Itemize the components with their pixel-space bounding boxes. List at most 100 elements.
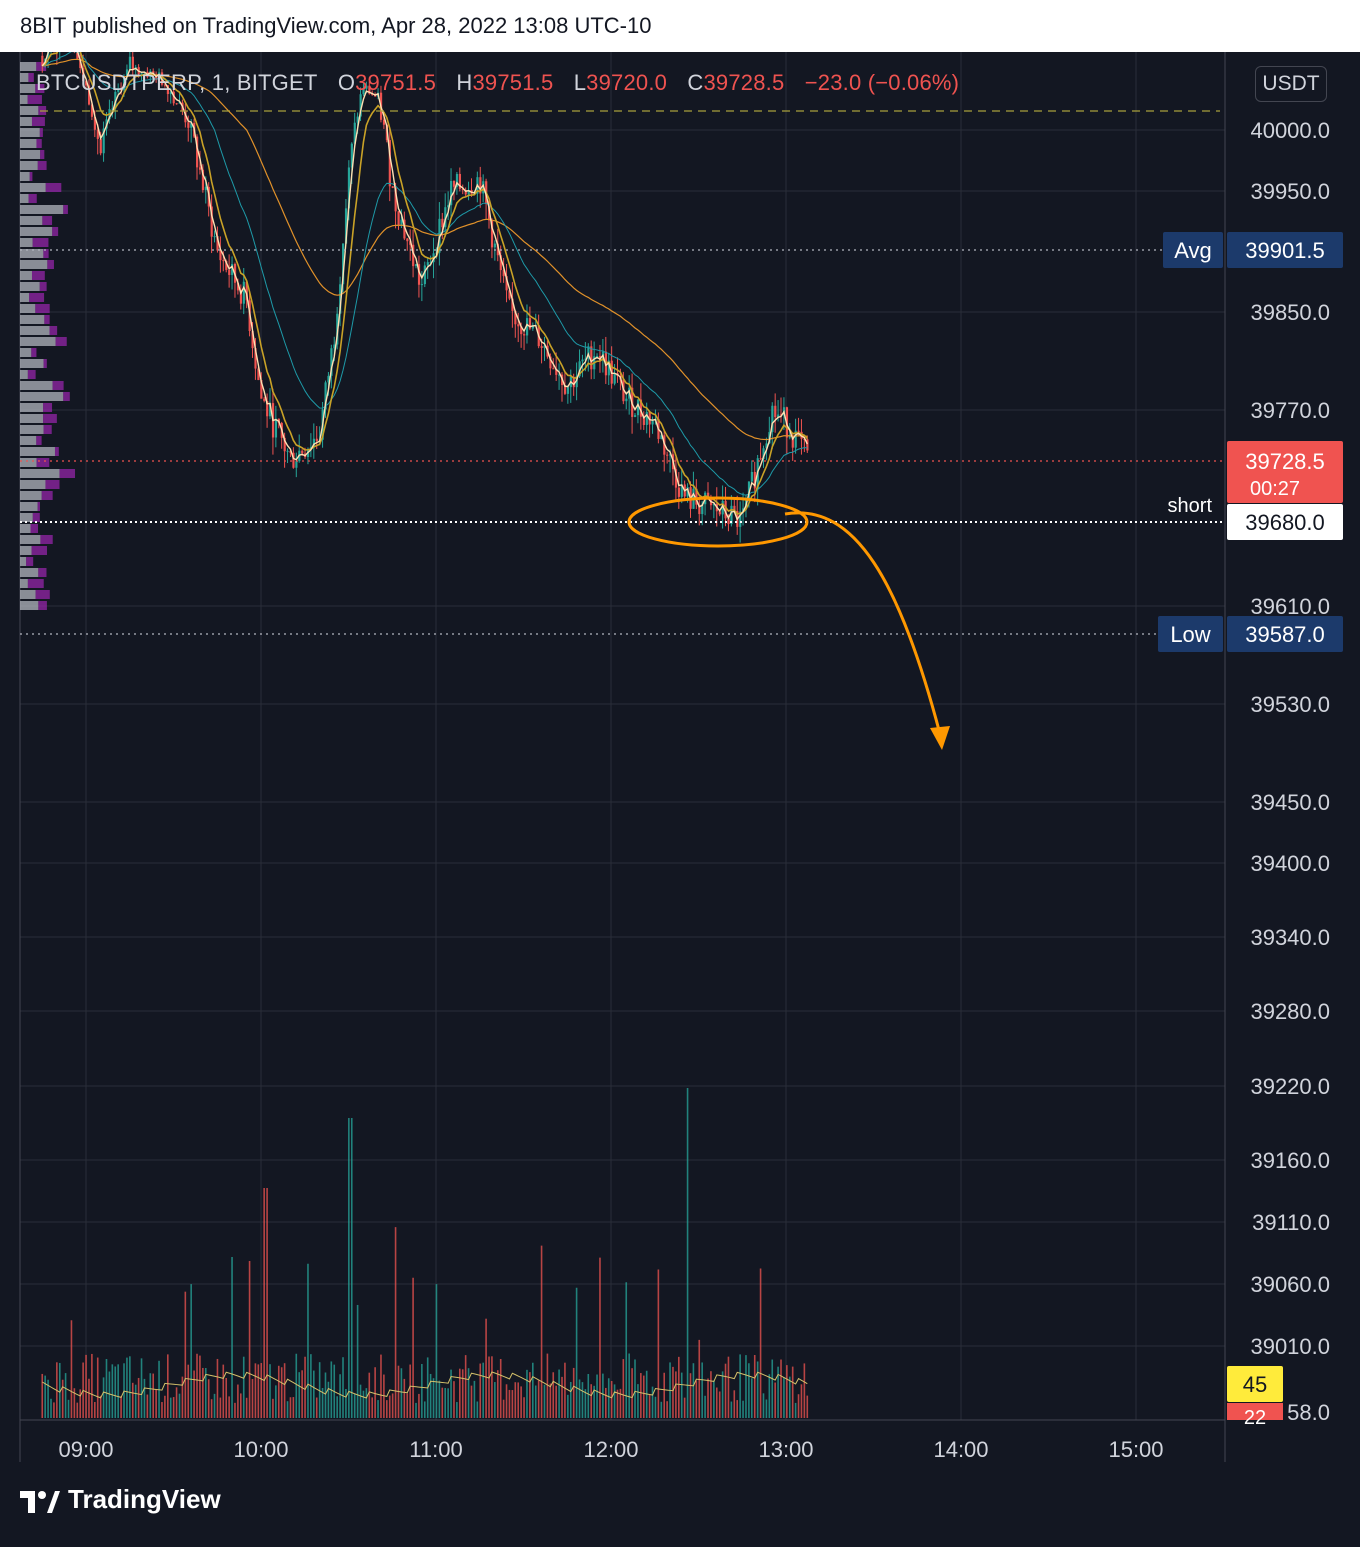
candle-body — [765, 443, 768, 449]
volume-profile-bar — [38, 601, 47, 610]
candle-body — [572, 376, 575, 388]
candle-body — [47, 52, 50, 59]
candle-body — [651, 420, 654, 425]
candle-body — [625, 398, 628, 402]
candle-body — [114, 91, 117, 109]
volume-axis-label: 58.0 — [1287, 1400, 1330, 1425]
volume-profile-bar — [20, 106, 39, 115]
volume-ma-line — [41, 1371, 808, 1399]
volume-profile-bar — [20, 238, 33, 247]
candle-body — [245, 281, 248, 301]
candle-body — [342, 243, 345, 285]
volume-profile-bar — [32, 513, 40, 522]
candle-body — [566, 387, 570, 394]
legend-low-value: 39720.0 — [586, 70, 668, 95]
price-axis-label: 39160.0 — [1250, 1148, 1330, 1173]
avg-value-tag: 39901.5 — [1245, 238, 1325, 263]
candle-body — [452, 180, 456, 187]
volume-profile-bar — [20, 139, 37, 148]
candle-body — [213, 236, 216, 238]
candle-body — [172, 91, 175, 104]
volume-profile-bar — [20, 282, 40, 291]
time-axis-label: 15:00 — [1108, 1437, 1163, 1462]
volume-profile-bar — [42, 216, 53, 225]
currency-button[interactable]: USDT — [1255, 66, 1327, 102]
candle-body — [584, 358, 587, 360]
price-axis-label: 39060.0 — [1250, 1272, 1330, 1297]
candle-body — [140, 73, 143, 75]
candle-body — [499, 255, 502, 271]
candle-body — [85, 81, 88, 86]
candle-body — [163, 84, 167, 86]
volume-profile-bar — [45, 183, 62, 192]
volume-profile-bar — [20, 513, 33, 522]
time-axis-label: 13:00 — [758, 1437, 813, 1462]
candle-body — [359, 94, 362, 117]
legend-open-label: O — [337, 70, 356, 95]
low-label-tag-bg — [1158, 616, 1223, 652]
low-value-tag-bg — [1227, 616, 1343, 652]
candle-body — [301, 450, 304, 454]
volume-profile-bar — [20, 216, 43, 225]
volume-profile-bar — [20, 370, 28, 379]
candle-body — [295, 461, 298, 468]
ema-slow-line — [42, 58, 808, 441]
volume-profile-bar — [20, 568, 39, 577]
candle-body — [286, 450, 289, 452]
low-label-tag: Low — [1170, 622, 1210, 647]
candle-body — [394, 187, 397, 212]
candle-body — [607, 360, 610, 376]
price-chart[interactable]: 40000.0 39950.0 39850.0 39770.0 39610.0 39530… — [0, 52, 1360, 1547]
legend-close-value: 39728.5 — [703, 70, 785, 95]
low-value-tag: 39587.0 — [1245, 622, 1325, 647]
volume-profile-bar — [31, 546, 47, 555]
candle-body — [636, 399, 640, 416]
candle-body — [724, 500, 727, 519]
volume-profile-bar — [20, 524, 31, 533]
volume-profile-bar — [20, 172, 30, 181]
candle-body — [461, 188, 464, 191]
volume-profile-bar — [20, 436, 37, 445]
candle-body — [254, 348, 257, 369]
candle-body — [558, 374, 561, 376]
volume-profile-bar — [20, 590, 36, 599]
candle-body — [718, 511, 721, 515]
volume-profile-bar — [20, 304, 36, 313]
volume-profile-bar — [20, 194, 29, 203]
candle-body — [158, 72, 161, 80]
avg-label-tag-bg — [1163, 232, 1223, 268]
volume-profile-bar — [45, 480, 60, 489]
candle-body — [578, 361, 581, 377]
volume-profile-bar — [63, 205, 68, 214]
volume-profile-bar — [20, 414, 44, 423]
volume-profile-bar — [20, 227, 53, 236]
candle-body — [353, 122, 356, 144]
tradingview-brand[interactable]: TradingView — [20, 1484, 221, 1515]
candle-body — [806, 439, 809, 451]
symbol-legend: BTCUSDTPERP, 1, BITGET O39751.5 H39751.5… — [36, 70, 959, 96]
candle-body — [444, 207, 447, 228]
volume-profile-bar — [20, 480, 46, 489]
candle-body — [184, 111, 187, 123]
chart-frame[interactable]: 40000.0 39950.0 39850.0 39770.0 39610.0 39530… — [0, 52, 1360, 1547]
short-value-tag-bg — [1227, 504, 1343, 540]
volume-profile-bar — [27, 579, 44, 588]
candle-body — [362, 88, 365, 95]
volume-profile-bar — [20, 260, 48, 269]
candle-body — [508, 290, 511, 299]
candle-body — [490, 220, 494, 248]
price-axis-label: 39770.0 — [1250, 398, 1330, 423]
candle-body — [695, 488, 698, 505]
volume-profile-bar — [63, 392, 70, 401]
price-axis-label: 39220.0 — [1250, 1074, 1330, 1099]
candle-body — [239, 290, 243, 304]
volume-profile-bar — [20, 469, 60, 478]
candle-body — [698, 504, 701, 515]
candle-body — [447, 205, 450, 208]
volume-profile-bar — [35, 84, 45, 93]
short-label: short — [1168, 495, 1213, 517]
candle-body — [590, 346, 593, 370]
volume-profile-bar — [20, 601, 39, 610]
candle-body — [502, 270, 505, 277]
last-price-value: 39728.5 — [1245, 449, 1325, 474]
